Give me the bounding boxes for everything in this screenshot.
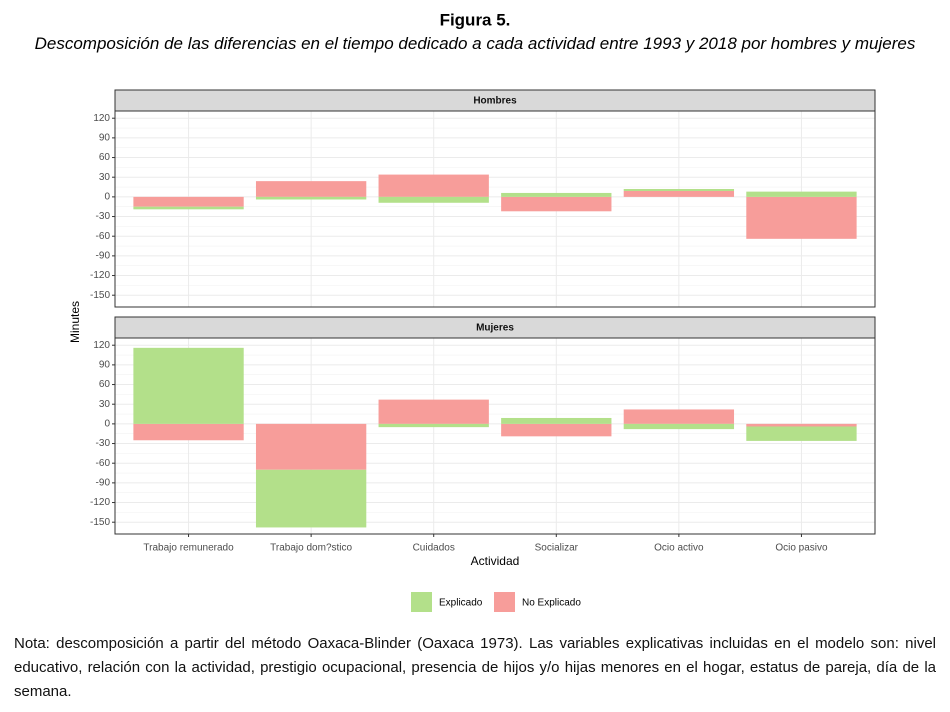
bar — [623, 189, 735, 191]
y-tick-label: -90 — [96, 251, 111, 262]
bar — [501, 192, 612, 197]
bar — [501, 417, 612, 424]
y-tick-label: 0 — [104, 192, 110, 203]
x-tick-label: Ocio activo — [654, 543, 704, 554]
y-tick-label: -60 — [96, 231, 111, 242]
bar — [501, 423, 612, 437]
bar — [746, 426, 857, 441]
y-tick-label: -120 — [90, 270, 110, 281]
bar — [133, 206, 244, 210]
x-tick-label: Cuidados — [413, 543, 455, 554]
y-tick-label: -120 — [90, 497, 110, 508]
strip-label: Hombres — [473, 96, 517, 107]
chart: Figura 5. Descomposición de las diferenc… — [34, 10, 916, 612]
bar — [255, 196, 367, 200]
y-tick-label: 60 — [99, 379, 111, 390]
bar — [255, 181, 367, 197]
y-tick-label: 30 — [99, 172, 111, 183]
y-tick-label: -60 — [96, 458, 111, 469]
legend-label: No Explicado — [522, 598, 581, 609]
bar — [623, 409, 735, 424]
x-tick-label: Socializar — [535, 543, 579, 554]
bar — [255, 423, 367, 470]
y-tick-label: -90 — [96, 478, 111, 489]
y-tick-label: 90 — [99, 360, 111, 371]
panel-border — [114, 337, 876, 535]
chart-subtitle: Descomposición de las diferencias en el … — [34, 34, 916, 53]
y-tick-label: 60 — [99, 152, 111, 163]
y-tick-label: 120 — [93, 113, 110, 124]
bar — [378, 399, 489, 424]
x-tick-label: Ocio pasivo — [775, 543, 828, 554]
chart-title: Figura 5. — [440, 10, 511, 29]
bar — [255, 469, 367, 528]
bar — [623, 423, 735, 430]
y-tick-label: -150 — [90, 517, 110, 528]
bar — [378, 174, 489, 197]
legend-swatch — [411, 592, 432, 612]
y-axis-label: Minutes — [68, 301, 82, 343]
y-tick-label: 120 — [93, 340, 110, 351]
bar — [378, 196, 489, 203]
note: Nota: descomposición a partir del método… — [14, 635, 936, 700]
y-tick-label: -30 — [96, 211, 111, 222]
bar — [623, 190, 735, 197]
y-tick-label: -30 — [96, 438, 111, 449]
x-axis-label: Actividad — [471, 554, 520, 568]
panel-border — [114, 110, 876, 308]
bar — [746, 196, 857, 239]
bar — [133, 196, 244, 207]
legend-label: Explicado — [439, 598, 483, 609]
bar — [746, 423, 857, 427]
bar — [378, 423, 489, 428]
y-tick-label: 30 — [99, 399, 111, 410]
legend-swatch — [494, 592, 515, 612]
x-tick-label: Trabajo dom?stico — [270, 543, 352, 554]
y-tick-label: 0 — [104, 419, 110, 430]
bar — [133, 423, 244, 441]
strip-label: Mujeres — [476, 323, 514, 334]
bar — [133, 347, 244, 424]
x-tick-label: Trabajo remunerado — [143, 543, 234, 554]
subtitle-box: Descomposición de las diferencias en el … — [34, 34, 916, 53]
bar — [501, 196, 612, 212]
y-tick-label: -150 — [90, 290, 110, 301]
bar — [746, 191, 857, 197]
y-tick-label: 90 — [99, 133, 111, 144]
